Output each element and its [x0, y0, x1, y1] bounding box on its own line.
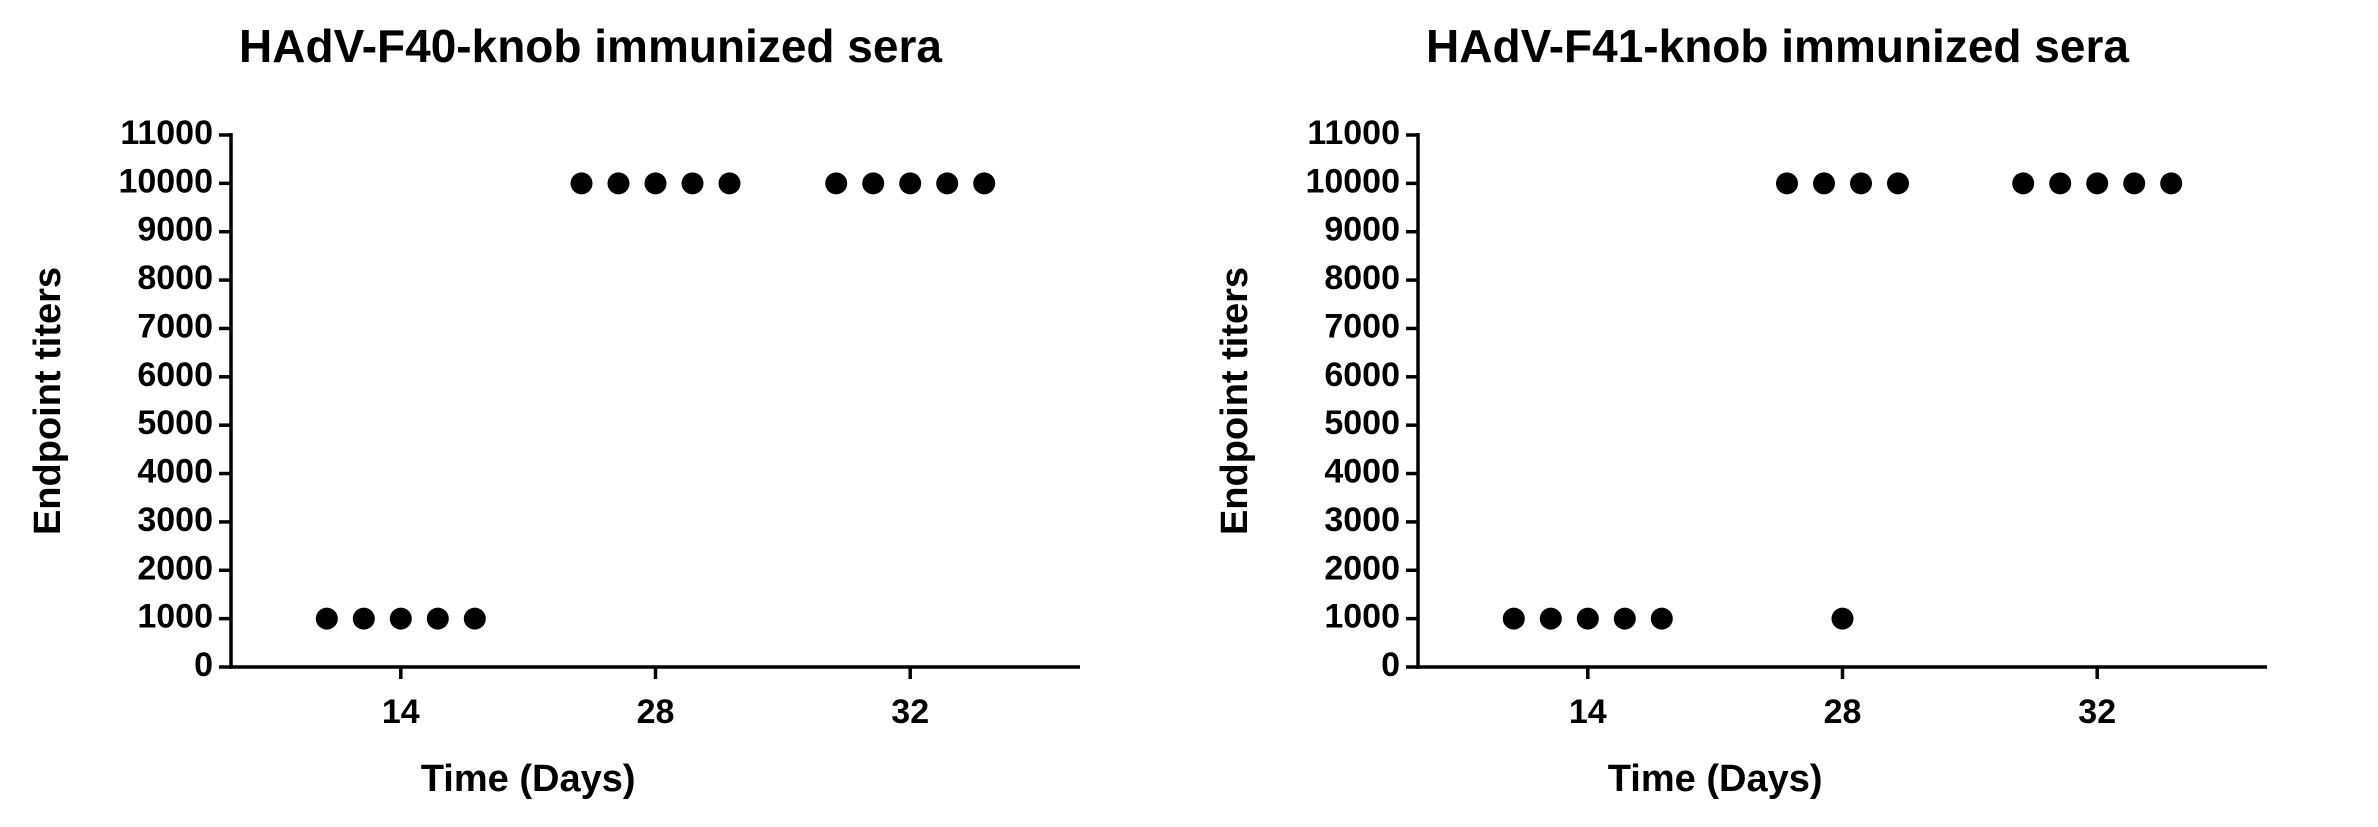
y-tick-label: 7000 — [137, 307, 213, 345]
data-point — [2086, 172, 2109, 195]
data-point — [973, 172, 996, 195]
y-tick-label: 11000 — [1307, 114, 1400, 152]
y-tick-label: 0 — [1381, 646, 1400, 684]
y-tick-label: 9000 — [137, 211, 213, 249]
data-point — [1613, 607, 1636, 630]
y-tick-label: 8000 — [1324, 259, 1400, 297]
y-tick-label: 0 — [194, 646, 213, 684]
panel: HAdV-F41-knob immunized sera Time (Days) E… — [1214, 20, 2267, 800]
data-point — [681, 172, 704, 195]
data-point — [2049, 172, 2072, 195]
y-axis-label: Endpoint titers — [1214, 267, 1256, 535]
data-point — [2123, 172, 2146, 195]
data-point — [389, 607, 412, 630]
y-tick-label: 3000 — [1324, 501, 1400, 539]
x-tick-label: 32 — [891, 693, 929, 731]
y-tick-label: 7000 — [1324, 307, 1400, 345]
y-tick-label: 2000 — [1324, 549, 1400, 587]
data-point — [644, 172, 667, 195]
y-axis-label: Endpoint titers — [27, 267, 69, 535]
y-tick-label: 5000 — [137, 404, 213, 442]
data-point — [718, 172, 741, 195]
x-tick-label: 14 — [382, 693, 420, 731]
y-tick-label: 5000 — [1324, 404, 1400, 442]
y-tick-label: 3000 — [137, 501, 213, 539]
data-point — [1850, 172, 1872, 195]
x-tick-label: 32 — [2078, 693, 2116, 731]
y-tick-label: 10000 — [118, 162, 213, 200]
y-tick-label: 4000 — [137, 453, 213, 491]
y-tick-label: 10000 — [1305, 162, 1400, 200]
data-point — [1539, 607, 1562, 630]
data-point — [570, 172, 593, 195]
data-point — [862, 172, 885, 195]
y-tick-label: 8000 — [137, 259, 213, 297]
data-point — [426, 607, 449, 630]
data-point — [463, 607, 486, 630]
data-point — [1831, 607, 1854, 630]
y-tick-label: 11000 — [120, 114, 213, 152]
chart-title: HAdV-F41-knob immunized sera — [1426, 20, 2129, 72]
data-point — [315, 607, 338, 630]
data-point — [1887, 172, 1909, 195]
panel: HAdV-F40-knob immunized sera Time (Days) E… — [27, 20, 1080, 800]
data-point — [1650, 607, 1673, 630]
data-point — [2160, 172, 2183, 195]
data-point — [1813, 172, 1835, 195]
data-point — [607, 172, 630, 195]
x-tick-label: 28 — [1824, 693, 1862, 731]
y-tick-label: 4000 — [1324, 453, 1400, 491]
data-point — [1776, 172, 1798, 195]
x-tick-label: 28 — [637, 693, 675, 731]
x-axis-label: Time (Days) — [1608, 758, 1823, 800]
data-point — [899, 172, 922, 195]
data-point — [1576, 607, 1599, 630]
data-point — [2012, 172, 2035, 195]
y-tick-label: 1000 — [137, 598, 213, 636]
data-point — [936, 172, 959, 195]
x-tick-label: 14 — [1569, 693, 1607, 731]
y-tick-label: 2000 — [137, 549, 213, 587]
data-point — [825, 172, 848, 195]
y-tick-label: 6000 — [1324, 356, 1400, 394]
y-tick-label: 9000 — [1324, 211, 1400, 249]
chart-title: HAdV-F40-knob immunized sera — [239, 20, 942, 72]
y-tick-label: 1000 — [1324, 598, 1400, 636]
y-tick-label: 6000 — [137, 356, 213, 394]
data-point — [352, 607, 375, 630]
data-point — [1502, 607, 1525, 630]
x-axis-label: Time (Days) — [421, 758, 636, 800]
